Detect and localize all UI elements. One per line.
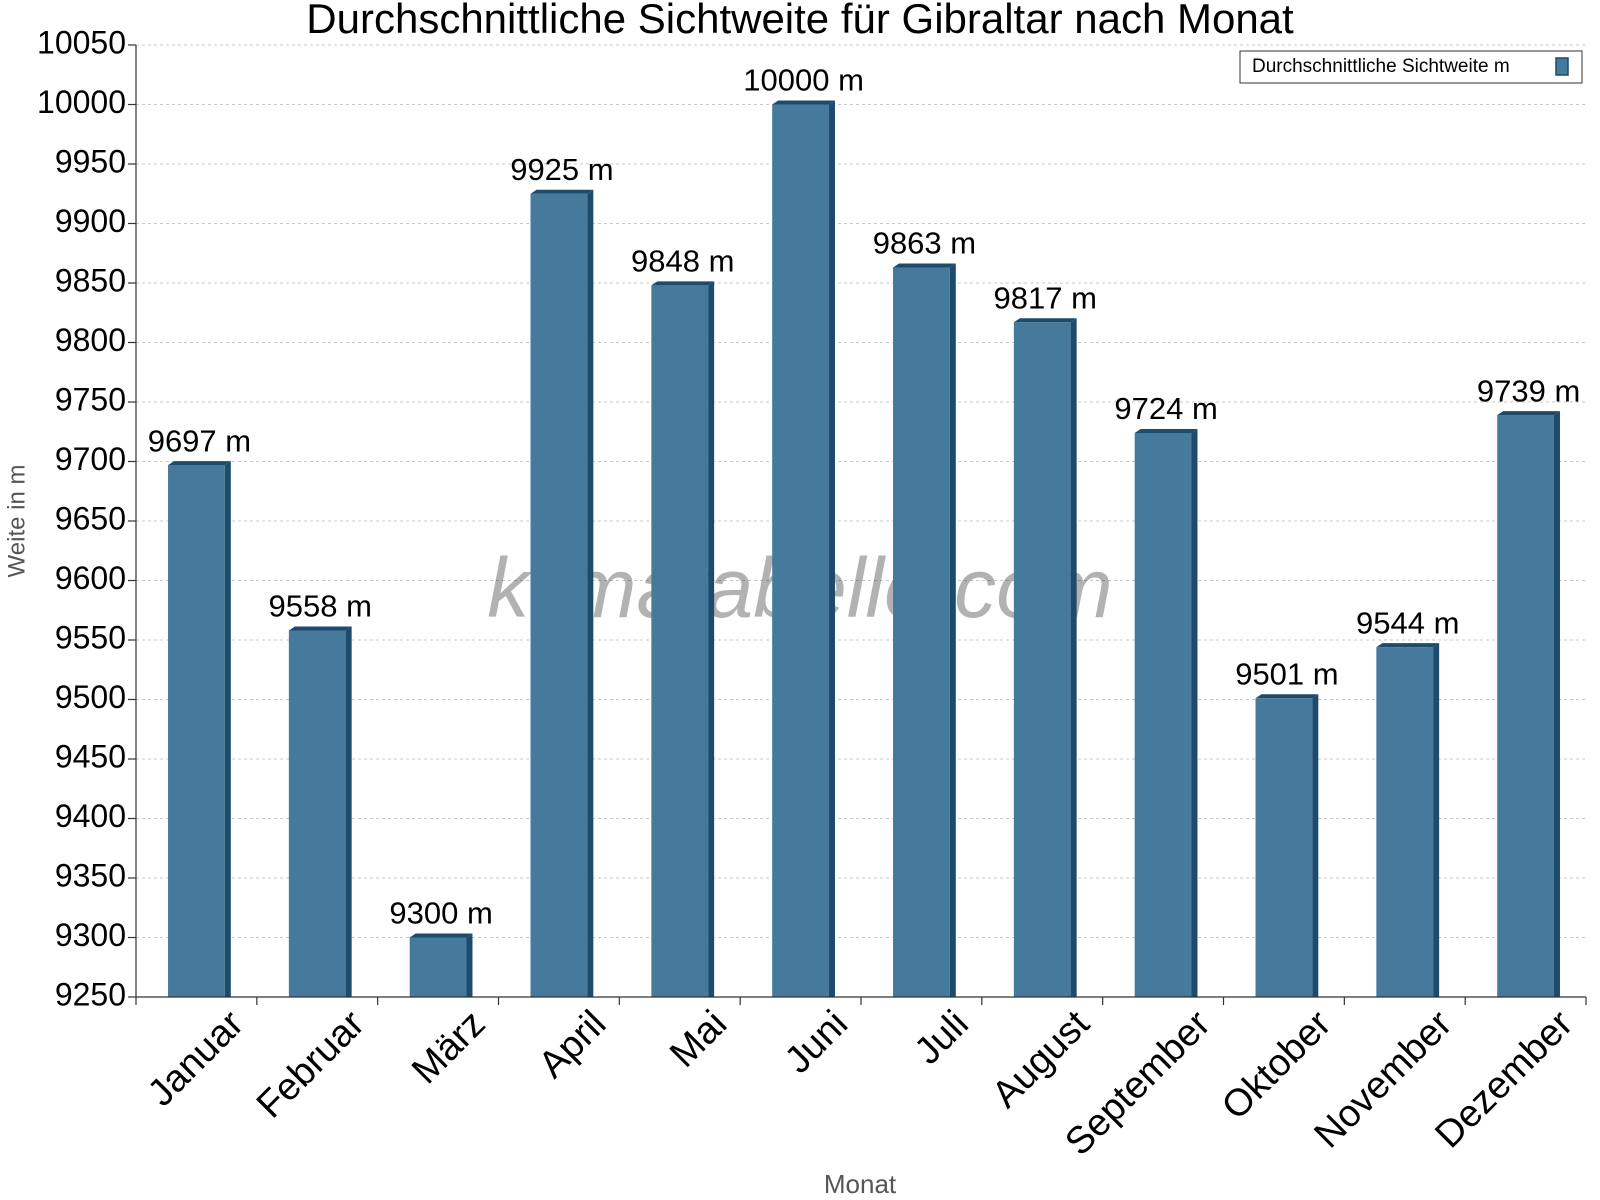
y-tick-label: 9650 xyxy=(55,500,126,536)
legend-label: Durchschnittliche Sichtweite m xyxy=(1252,56,1510,77)
bar-top xyxy=(1497,411,1560,416)
y-axis-label: Weite in m xyxy=(3,465,30,578)
bar xyxy=(288,630,346,997)
value-label: 9724 m xyxy=(1114,391,1217,426)
bar-side xyxy=(224,461,231,997)
y-tick-label: 9700 xyxy=(55,441,126,477)
x-tick-label: August xyxy=(984,1002,1098,1116)
y-tick-label: 9950 xyxy=(55,143,126,179)
bar-top xyxy=(651,281,715,286)
y-tick-label: 9300 xyxy=(55,917,126,953)
bar xyxy=(651,285,709,997)
y-tick-label: 9450 xyxy=(55,738,126,774)
y-tick-label: 10000 xyxy=(37,84,126,120)
x-axis-label: Monat xyxy=(824,1169,897,1199)
x-tick-label: Juni xyxy=(777,1003,856,1082)
bar xyxy=(1497,415,1554,998)
legend-swatch xyxy=(1555,57,1569,76)
bar-side xyxy=(828,100,835,997)
legend: Durchschnittliche Sichtweite m xyxy=(1239,50,1583,84)
x-tick-label: Mai xyxy=(662,1003,735,1076)
x-tick-label: Juli xyxy=(907,1003,977,1073)
bar-top xyxy=(772,100,835,105)
y-tick-label: 9500 xyxy=(55,679,126,715)
bar-side xyxy=(345,626,352,997)
value-label: 9925 m xyxy=(510,152,613,187)
value-label: 9739 m xyxy=(1477,373,1580,408)
bar-side xyxy=(466,933,473,997)
bar-side xyxy=(1312,694,1319,997)
bar-side xyxy=(1433,643,1440,997)
legend-box xyxy=(1239,50,1583,84)
bar-side xyxy=(1553,411,1560,998)
bar-side xyxy=(949,263,956,997)
value-label: 9558 m xyxy=(269,589,372,624)
bar-top xyxy=(530,189,594,194)
value-label: 9697 m xyxy=(148,423,251,458)
bar-side xyxy=(708,281,715,997)
y-tick-label: 10050 xyxy=(37,24,126,60)
x-tick-label: Oktober xyxy=(1214,1003,1340,1129)
bar xyxy=(772,104,829,997)
value-label: 9863 m xyxy=(873,226,976,261)
value-label: 9501 m xyxy=(1235,656,1338,691)
x-tick-label: Februar xyxy=(249,1003,373,1127)
bar xyxy=(1013,322,1071,997)
bar-side xyxy=(1070,318,1077,997)
value-label: 9817 m xyxy=(994,280,1097,315)
x-tick-label: Januar xyxy=(140,1003,252,1115)
y-tick-label: 9750 xyxy=(55,381,126,417)
bar-top xyxy=(168,461,231,466)
value-label: 9300 m xyxy=(389,896,492,931)
chart-title: Durchschnittliche Sichtweite für Gibralt… xyxy=(306,0,1294,42)
bar-side xyxy=(587,189,594,997)
bar-top xyxy=(1134,428,1198,433)
bar-top xyxy=(1376,643,1440,648)
bar xyxy=(530,193,588,997)
y-tick-label: 9400 xyxy=(55,798,126,834)
bar xyxy=(893,267,950,997)
bar-top xyxy=(288,626,352,631)
x-tick-label: März xyxy=(404,1003,493,1092)
bar-top xyxy=(893,263,956,268)
bar-top xyxy=(1013,318,1077,323)
y-tick-label: 9850 xyxy=(55,262,126,298)
y-tick-label: 9350 xyxy=(55,857,126,893)
value-label: 10000 m xyxy=(743,63,864,98)
bar-side xyxy=(1191,428,1198,997)
x-tick-label: April xyxy=(531,1003,614,1086)
bar xyxy=(1376,647,1434,997)
y-tick-label: 9600 xyxy=(55,560,126,596)
y-tick-label: 9800 xyxy=(55,322,126,358)
y-tick-label: 9250 xyxy=(55,976,126,1012)
bar xyxy=(409,937,467,997)
value-label: 9848 m xyxy=(631,244,734,279)
bar-top xyxy=(409,933,473,938)
y-tick-label: 9550 xyxy=(55,619,126,655)
bar-top xyxy=(1255,694,1319,699)
bar xyxy=(168,465,225,997)
value-label: 9544 m xyxy=(1356,605,1459,640)
y-tick-label: 9900 xyxy=(55,203,126,239)
bar xyxy=(1255,698,1313,997)
bar xyxy=(1134,432,1192,997)
